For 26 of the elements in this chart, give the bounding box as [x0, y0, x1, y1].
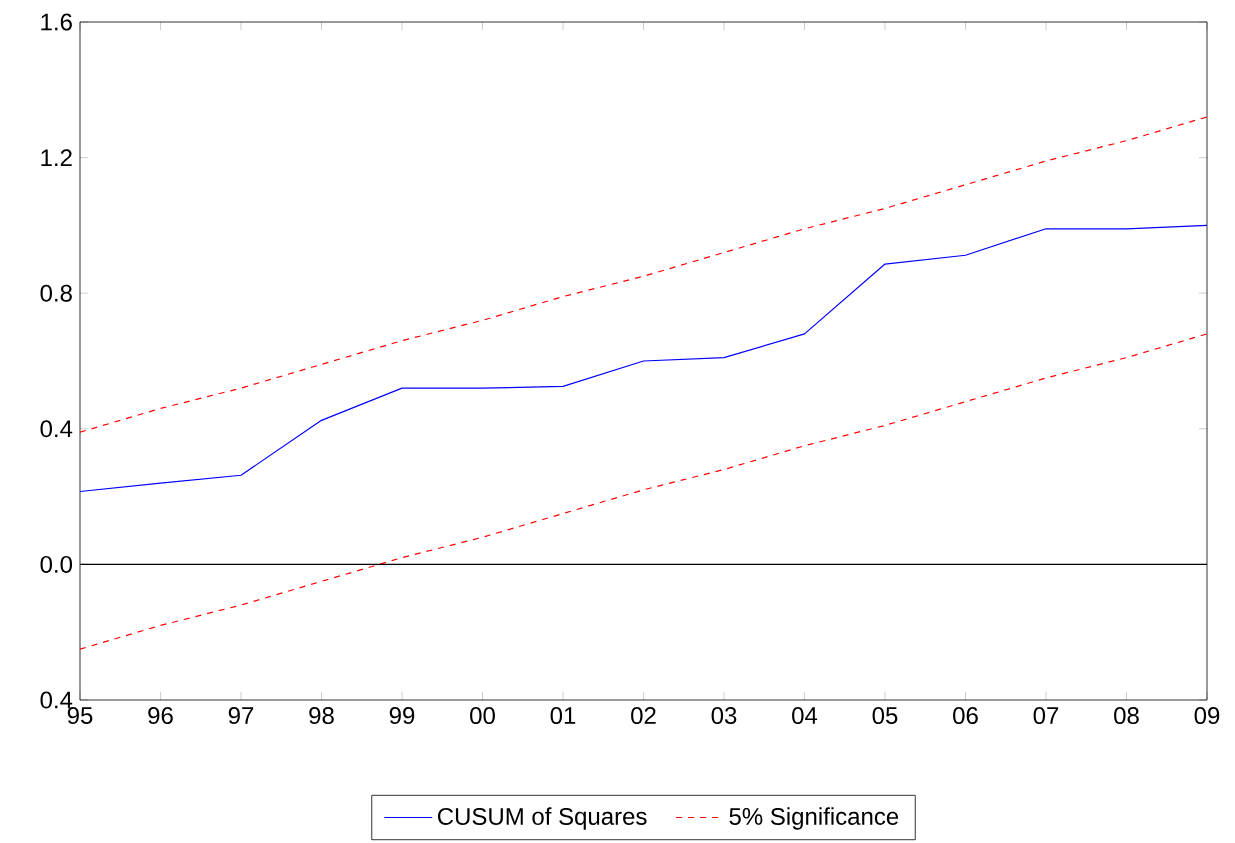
line-series: [80, 333, 1208, 650]
x-tick-label: 02: [631, 707, 656, 725]
x-tick-label: 08: [1114, 707, 1139, 725]
y-tick-label: 0.4: [40, 691, 73, 709]
y-tick-label: 0.8: [40, 284, 72, 302]
y-tick-label: 0.0: [40, 555, 73, 573]
x-tick-label: 95: [67, 707, 93, 725]
y-tick-label: 1.6: [41, 13, 72, 31]
x-tick-label: 98: [309, 707, 334, 725]
x-tick-label: 00: [470, 707, 495, 725]
x-tick-label: 01: [550, 707, 576, 725]
line-series: [80, 116, 1208, 433]
x-tick-label: 05: [872, 707, 898, 725]
legend-label: 5% Significance: [729, 807, 899, 830]
x-tick-label: 06: [953, 707, 978, 725]
x-tick-label: 04: [792, 707, 818, 725]
y-tick-label: 1.2: [41, 149, 72, 166]
x-tick-label: 97: [228, 707, 254, 725]
x-tick-label: 99: [389, 707, 415, 725]
legend-label: CUSUM of Squares: [437, 807, 647, 830]
x-tick-label: 96: [148, 707, 173, 725]
line-series: [80, 224, 1208, 493]
x-tick-label: 03: [711, 707, 737, 725]
y-tick-label: 0.4: [40, 420, 73, 438]
x-tick-label: 07: [1033, 707, 1059, 725]
x-tick-label: 09: [1194, 707, 1220, 725]
